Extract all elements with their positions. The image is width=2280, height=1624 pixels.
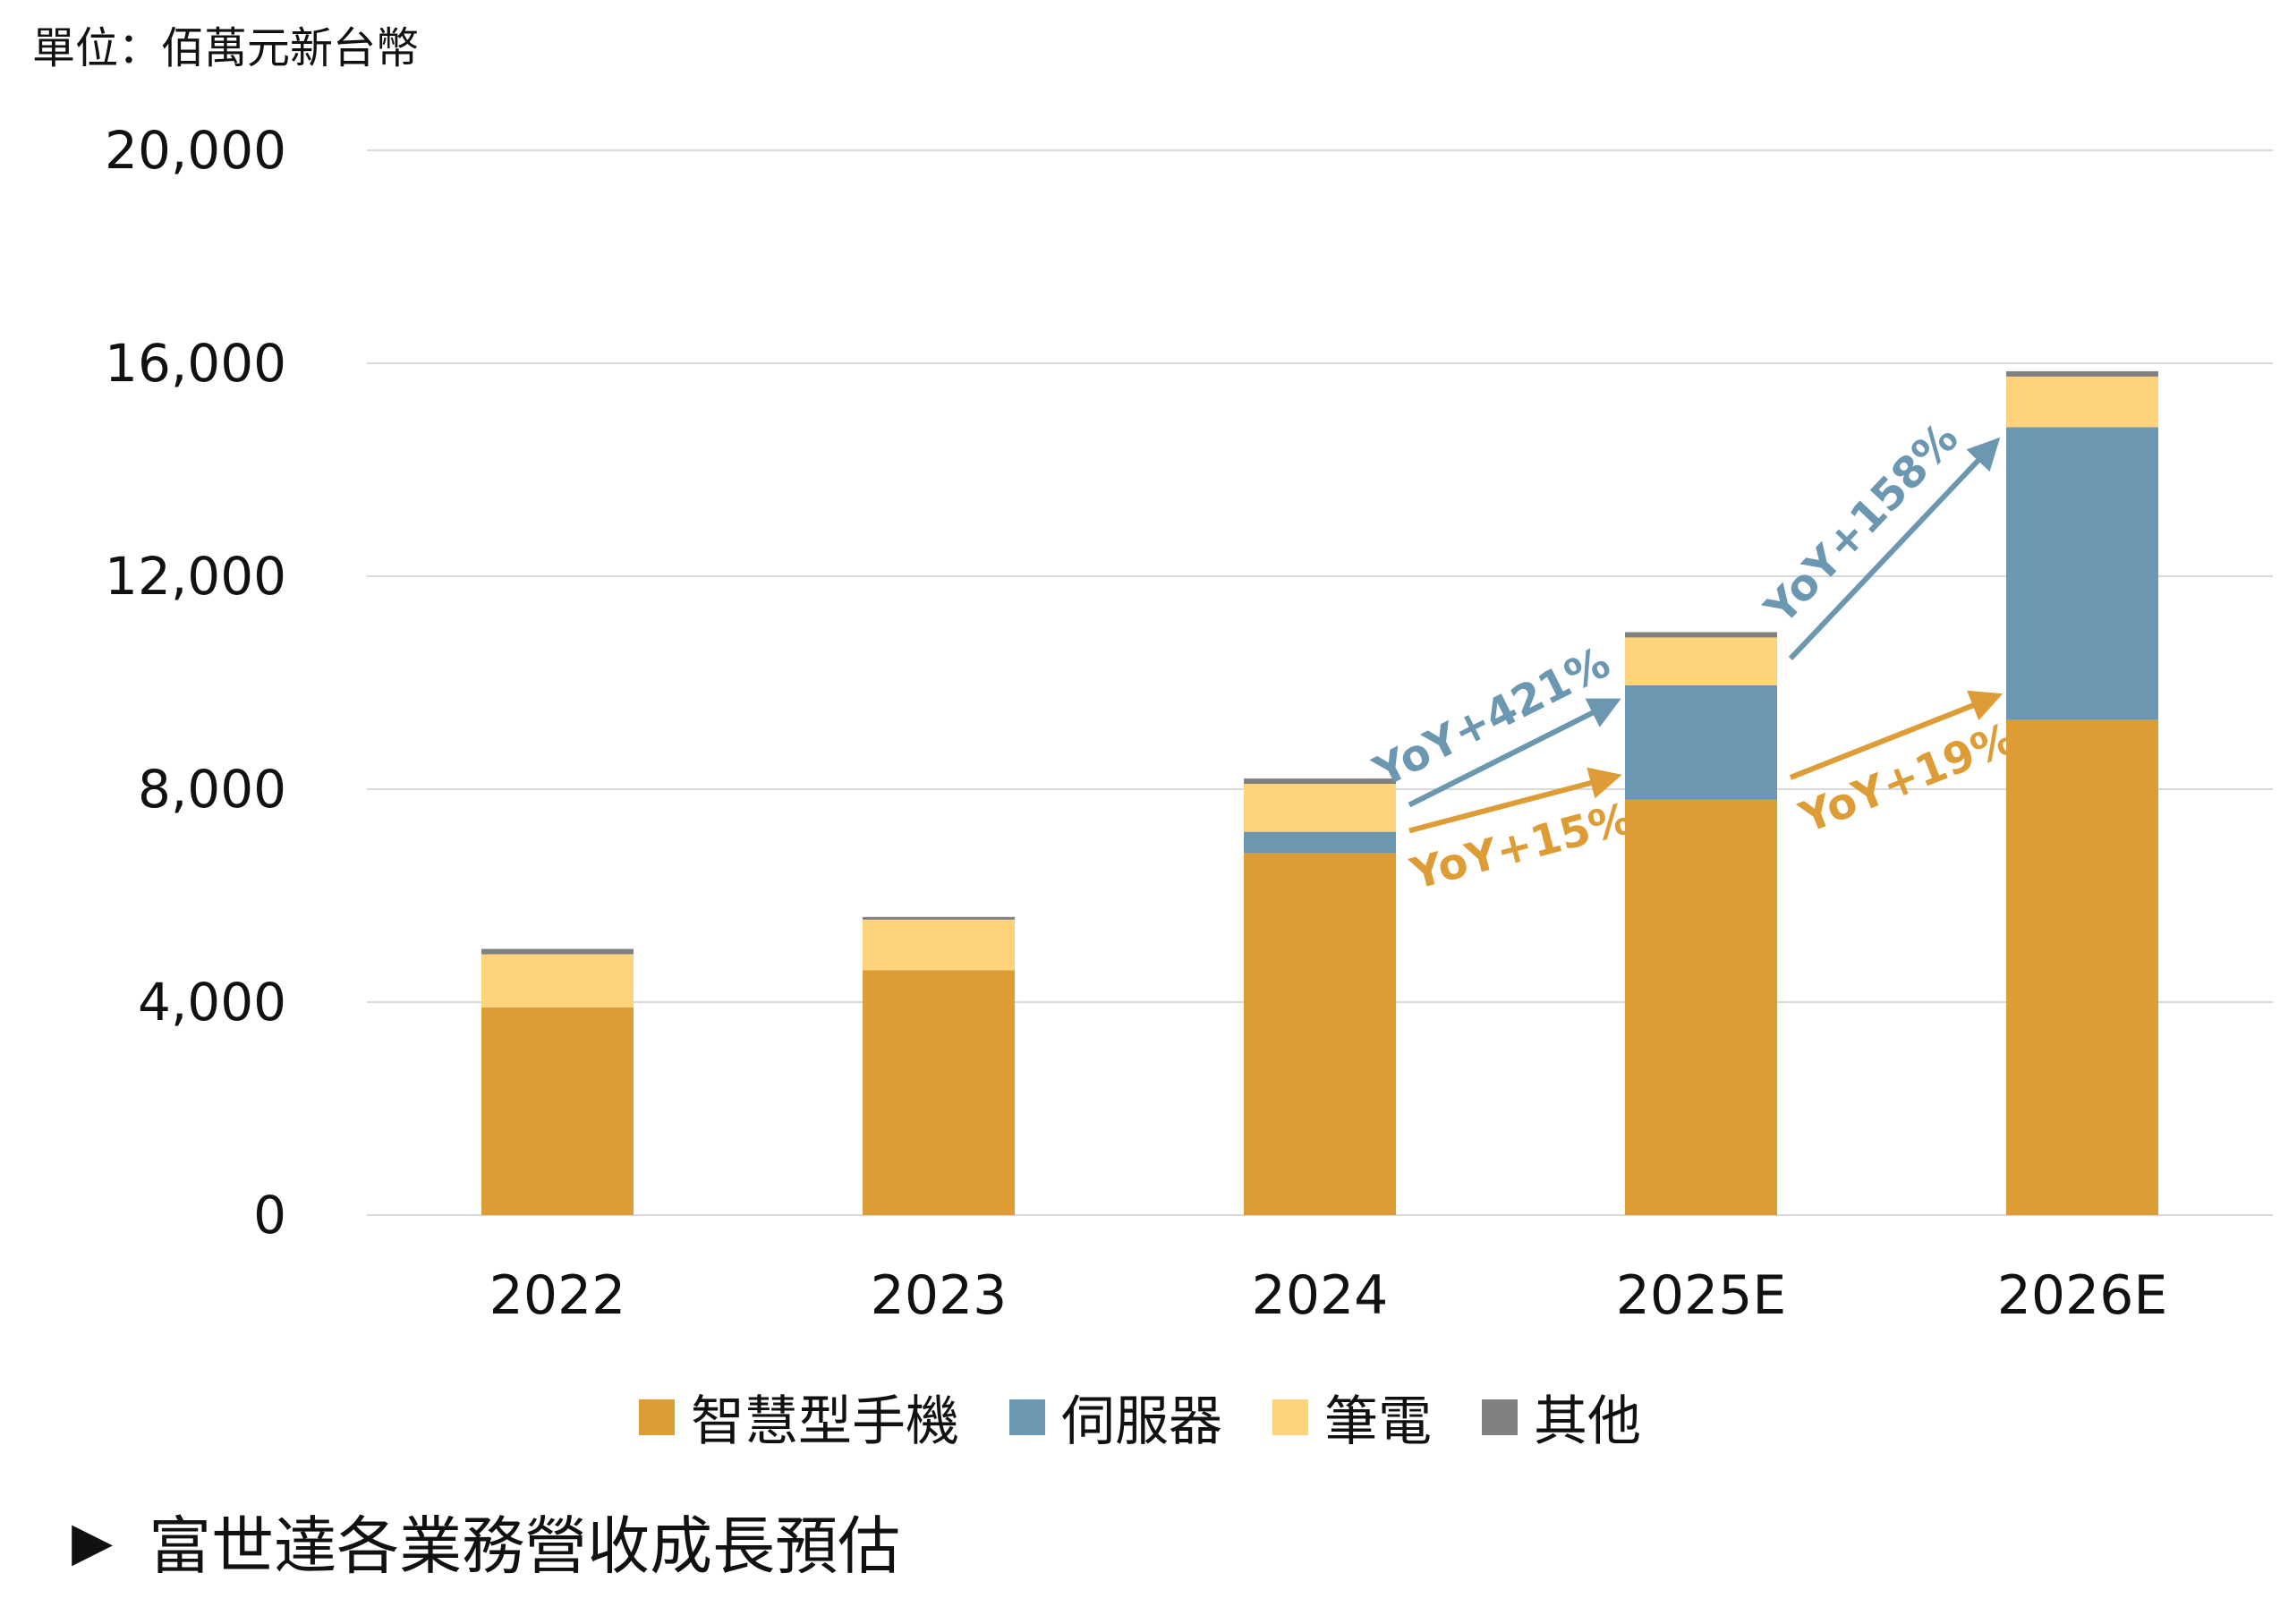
legend-label-laptop: 筆電 bbox=[1324, 1390, 1432, 1453]
x-tick-label: 2025E bbox=[1616, 1264, 1787, 1327]
bar-segment bbox=[1244, 778, 1396, 785]
legend-swatch-other bbox=[1482, 1399, 1518, 1435]
unit-label: 單位：佰萬元新台幣 bbox=[32, 23, 420, 73]
bar-segment bbox=[2006, 376, 2158, 428]
yoy-arrow bbox=[1789, 690, 2004, 780]
bar-segment bbox=[2006, 719, 2158, 1215]
legend-label-other: 其他 bbox=[1534, 1390, 1641, 1453]
y-tick-label: 16,000 bbox=[105, 333, 286, 394]
legend-item-laptop: 筆電 bbox=[1272, 1378, 1432, 1456]
x-tick-label: 2023 bbox=[871, 1264, 1008, 1327]
yoy-arrow bbox=[1408, 698, 1621, 808]
legend-swatch-laptop bbox=[1272, 1399, 1308, 1435]
caption: ▶ 富世達各業務營收成長預估 bbox=[72, 1496, 900, 1586]
bar-segment bbox=[1244, 784, 1396, 832]
bar-segment bbox=[863, 916, 1015, 920]
y-tick-label: 20,000 bbox=[105, 120, 286, 181]
bar-segment bbox=[2006, 427, 2158, 720]
yoy-arrow bbox=[1788, 437, 2001, 661]
y-tick-label: 12,000 bbox=[105, 546, 286, 607]
bar-segment bbox=[481, 1007, 634, 1215]
caption-text: 富世達各業務營收成長預估 bbox=[149, 1509, 901, 1583]
bar-segment bbox=[863, 970, 1015, 1215]
legend-swatch-server bbox=[1009, 1399, 1045, 1435]
bar-segment bbox=[1244, 853, 1396, 1215]
bar-segment bbox=[481, 948, 634, 955]
legend-item-other: 其他 bbox=[1482, 1378, 1641, 1456]
bar-segment bbox=[1244, 831, 1396, 854]
bar-segment bbox=[2006, 370, 2158, 377]
yoy-arrow bbox=[1408, 767, 1622, 834]
legend: 智慧型手機 伺服器 筆電 其他 bbox=[0, 1378, 2280, 1456]
legend-item-smartphone: 智慧型手機 bbox=[639, 1378, 959, 1456]
y-tick-label: 0 bbox=[253, 1185, 286, 1246]
y-tick-label: 8,000 bbox=[138, 759, 286, 820]
bar-segment bbox=[1625, 632, 1777, 638]
bar-segment bbox=[481, 954, 634, 1008]
bar-segment bbox=[863, 919, 1015, 971]
legend-label-server: 伺服器 bbox=[1061, 1390, 1222, 1453]
bar-segment bbox=[1625, 684, 1777, 800]
y-tick-label: 4,000 bbox=[138, 972, 286, 1033]
play-triangle-icon: ▶ bbox=[72, 1509, 114, 1573]
bar-segment bbox=[1625, 637, 1777, 685]
x-tick-label: 2024 bbox=[1252, 1264, 1389, 1327]
bar-segment bbox=[1625, 799, 1777, 1215]
legend-label-smartphone: 智慧型手機 bbox=[691, 1390, 959, 1453]
x-tick-label: 2026E bbox=[1997, 1264, 2168, 1327]
yoy-label: YoY+158% bbox=[1755, 413, 1968, 634]
legend-item-server: 伺服器 bbox=[1009, 1378, 1222, 1456]
yoy-label: YoY+15% bbox=[1405, 794, 1638, 900]
x-tick-label: 2022 bbox=[489, 1264, 626, 1327]
legend-swatch-smartphone bbox=[639, 1399, 675, 1435]
